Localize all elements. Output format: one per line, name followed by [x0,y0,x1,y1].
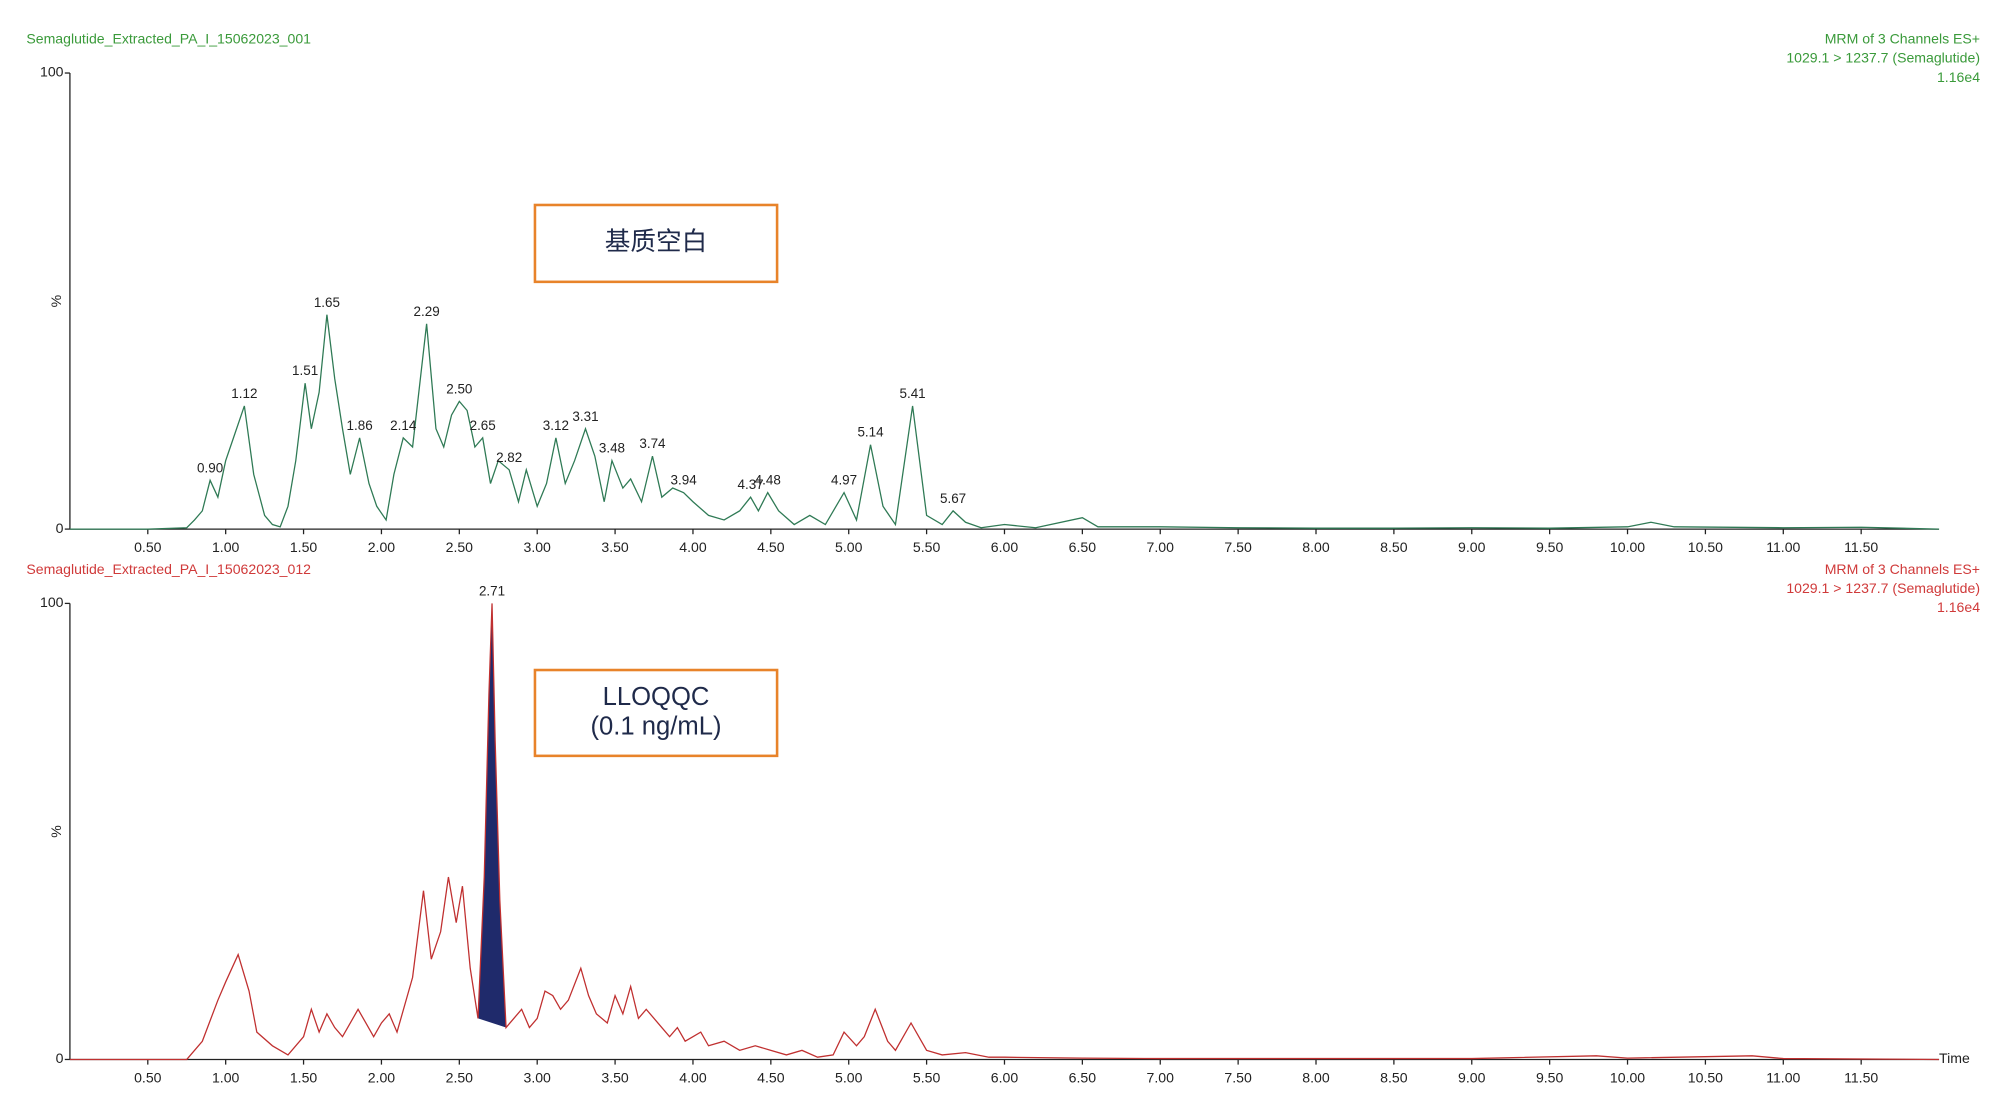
chart-title: Semaglutide_Extracted_PA_I_15062023_012 [26,561,311,577]
x-tick-label: 2.50 [446,1069,474,1085]
x-tick-label: 9.00 [1458,539,1486,555]
peak-label: 2.50 [446,381,472,396]
x-tick-label: 9.00 [1458,1069,1486,1085]
sample-label-box [533,668,779,758]
x-tick-label: 8.00 [1302,1069,1330,1085]
peak-label: 1.86 [347,418,373,433]
peak-label: 3.48 [599,441,625,456]
x-tick-label: 6.00 [991,1069,1019,1085]
x-tick-label: 10.00 [1610,1069,1645,1085]
x-tick-label: 10.50 [1688,1069,1723,1085]
peak-label: 2.29 [414,304,440,319]
x-tick-label: 5.50 [913,539,941,555]
sample-label: LLOQQC [603,683,710,711]
x-tick-label: 7.50 [1224,539,1252,555]
peak-label: 1.12 [231,386,257,401]
peak-label: 1.51 [292,363,318,378]
x-tick-label: 9.50 [1536,539,1564,555]
x-tick-label: 3.50 [601,539,629,555]
x-tick-label: 8.50 [1380,1069,1408,1085]
y-tick-label: 100 [40,594,64,610]
chromatogram-trace [69,314,1940,530]
peak-label: 2.14 [390,418,417,433]
x-tick-label: 7.00 [1147,539,1175,555]
chromatogram-trace [69,603,1940,1061]
sample-label-box [533,203,779,284]
chart-title: Semaglutide_Extracted_PA_I_15062023_001 [26,30,311,46]
peak-label: 5.67 [940,491,966,506]
x-tick-label: 10.50 [1688,539,1723,555]
x-tick-label: 11.50 [1844,539,1878,555]
channel-info: MRM of 3 Channels ES+ [1825,30,1980,46]
x-tick-label: 1.00 [212,1069,240,1085]
integrated-peak [478,603,507,1028]
y-axis-label: % [48,825,64,838]
x-tick-label: 1.50 [290,1069,318,1085]
channel-info: 1.16e4 [1937,599,1980,615]
x-tick-label: 6.50 [1069,539,1097,555]
sample-label: 基质空白 [605,227,707,256]
peak-label: 4.97 [831,473,857,488]
x-tick-label: 0.50 [134,539,162,555]
x-tick-label: 4.00 [679,1069,707,1085]
y-tick-label: 0 [56,520,64,536]
x-tick-label: 7.50 [1224,1069,1252,1085]
y-tick-label: 0 [56,1050,64,1066]
x-tick-label: 5.50 [913,1069,941,1085]
channel-info: 1029.1 > 1237.7 (Semaglutide) [1786,50,1980,66]
x-tick-label: 6.50 [1069,1069,1097,1085]
peak-label: 5.14 [857,425,884,440]
x-tick-label: 11.00 [1766,1069,1800,1085]
x-tick-label: 11.00 [1766,539,1800,555]
y-tick-label: 100 [40,64,64,80]
x-tick-label: 7.00 [1147,1069,1175,1085]
x-tick-label: 0.50 [134,1069,162,1085]
x-tick-label: 5.00 [835,539,863,555]
y-axis-label: % [48,294,64,307]
peak-label: 3.12 [543,418,569,433]
peak-label: 5.41 [900,386,926,401]
peak-label: 1.65 [314,295,340,310]
peak-label: 4.37 [738,477,764,492]
x-tick-label: 5.00 [835,1069,863,1085]
x-tick-label: 3.00 [523,539,551,555]
peak-label: 3.94 [671,473,698,488]
x-tick-label: 8.50 [1380,539,1408,555]
peak-label: 2.82 [496,450,522,465]
x-tick-label: 3.50 [601,1069,629,1085]
x-tick-label: 6.00 [991,539,1019,555]
channel-info: 1029.1 > 1237.7 (Semaglutide) [1786,580,1980,596]
x-axis-label: Time [1939,1050,1970,1066]
channel-info: 1.16e4 [1937,69,1980,85]
x-tick-label: 2.00 [368,539,396,555]
x-tick-label: 4.50 [757,1069,785,1085]
peak-label: 3.31 [572,409,598,424]
x-tick-label: 3.00 [523,1069,551,1085]
x-tick-label: 4.50 [757,539,785,555]
x-tick-label: 4.00 [679,539,707,555]
x-tick-label: 9.50 [1536,1069,1564,1085]
peak-label: 2.65 [470,418,496,433]
x-tick-label: 2.00 [368,1069,396,1085]
peak-label: 0.90 [197,460,223,475]
channel-info: MRM of 3 Channels ES+ [1825,561,1980,577]
sample-label: (0.1 ng/mL) [591,712,722,740]
x-tick-label: 1.50 [290,539,318,555]
x-tick-label: 1.00 [212,539,240,555]
x-tick-label: 8.00 [1302,539,1330,555]
x-tick-label: 10.00 [1610,539,1645,555]
x-tick-label: 11.50 [1844,1069,1878,1085]
peak-label: 3.74 [639,436,666,451]
peak-label: 2.71 [479,583,505,598]
peak-label: 4.48 [755,473,781,488]
x-tick-label: 2.50 [446,539,474,555]
